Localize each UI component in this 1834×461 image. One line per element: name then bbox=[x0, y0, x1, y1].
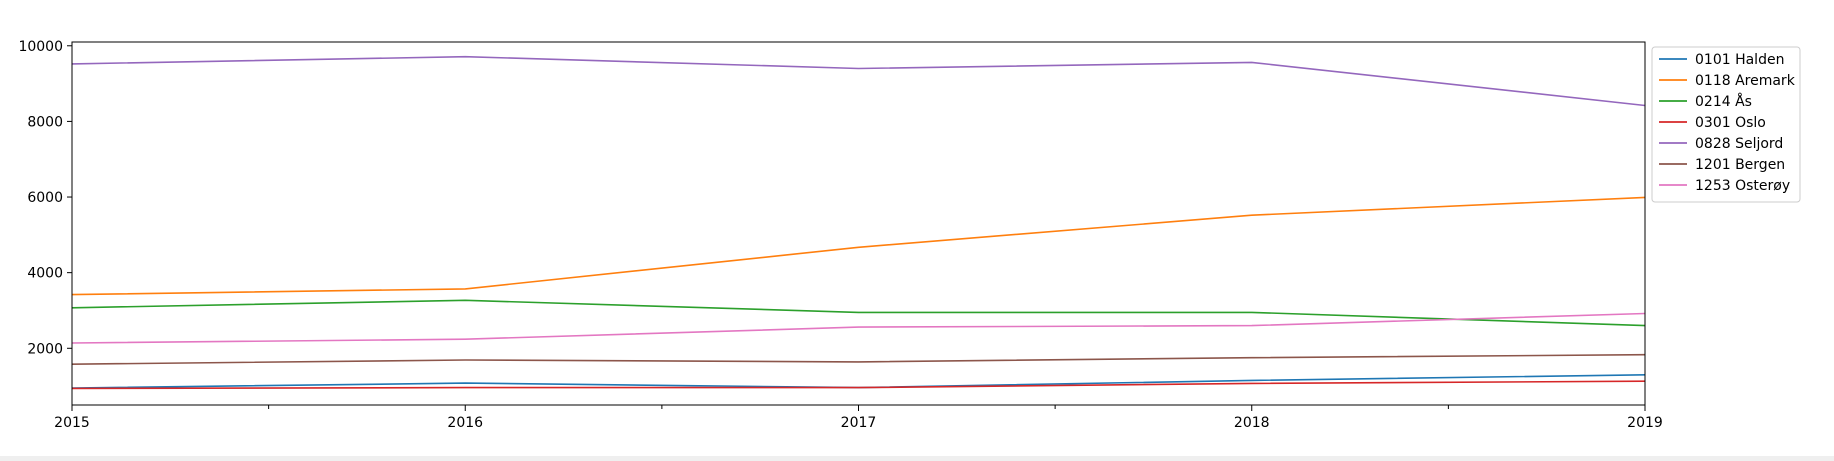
x-tick-label: 2016 bbox=[447, 415, 483, 431]
series-layer bbox=[71, 55, 1646, 390]
legend-label: 0101 Halden bbox=[1695, 52, 1784, 68]
legend-label: 0828 Seljord bbox=[1695, 136, 1783, 152]
legend: 0101 Halden 0118 Aremark 0214 Ås 0301 Oslo 0… bbox=[1651, 46, 1801, 203]
x-tick-label: 2019 bbox=[1627, 415, 1663, 431]
axis-layer: 2000 4000 6000 8000 10000 2015 2016 2017 2018 201… bbox=[18, 39, 1662, 431]
series-line-2 bbox=[71, 299, 1646, 327]
plot-area bbox=[72, 42, 1645, 405]
series-line-3 bbox=[71, 380, 1646, 390]
legend-label: 0214 Ås bbox=[1695, 93, 1752, 110]
scrollbar-track bbox=[0, 456, 1834, 461]
legend-label: 0301 Oslo bbox=[1695, 115, 1766, 131]
legend-box bbox=[1651, 46, 1801, 203]
plot-frame bbox=[71, 41, 1646, 406]
legend-label: 1253 Osterøy bbox=[1695, 178, 1790, 194]
series-line-5 bbox=[71, 353, 1646, 365]
legend-label: 0118 Aremark bbox=[1695, 73, 1796, 89]
y-tick-label: 4000 bbox=[27, 266, 63, 282]
series-line-1 bbox=[71, 196, 1646, 296]
y-tick-label: 8000 bbox=[27, 114, 63, 130]
x-tick-label: 2017 bbox=[841, 415, 877, 431]
series-line-6 bbox=[71, 312, 1646, 344]
x-tick-label: 2018 bbox=[1234, 415, 1270, 431]
y-tick-label: 2000 bbox=[27, 341, 63, 357]
legend-label: 1201 Bergen bbox=[1695, 157, 1785, 173]
series-line-4 bbox=[71, 55, 1646, 107]
x-tick-label: 2015 bbox=[54, 415, 90, 431]
y-tick-label: 6000 bbox=[27, 190, 63, 206]
y-tick-label: 10000 bbox=[18, 39, 63, 55]
